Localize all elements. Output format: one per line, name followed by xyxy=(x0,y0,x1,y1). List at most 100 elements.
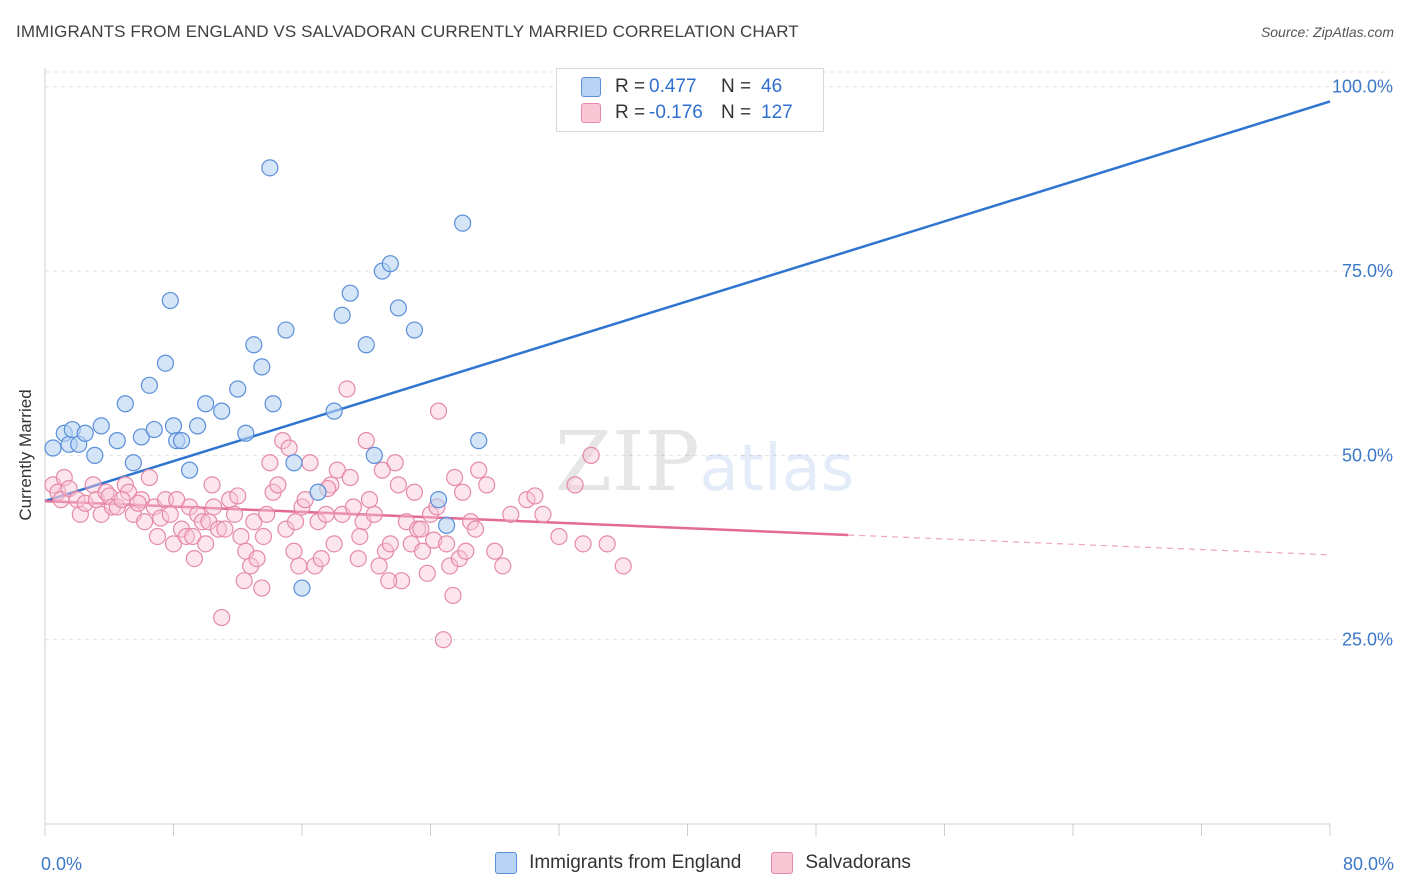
point-salvadorans xyxy=(381,535,399,553)
legend-n-value: 127 xyxy=(761,102,793,123)
point-salvadorans xyxy=(437,535,456,553)
point-england xyxy=(277,321,295,339)
point-salvadorans xyxy=(193,513,212,531)
point-salvadorans xyxy=(502,505,520,523)
point-salvadorans xyxy=(225,505,244,523)
point-england xyxy=(140,376,159,394)
point-salvadorans xyxy=(466,520,485,538)
point-salvadorans xyxy=(209,520,228,538)
point-salvadorans xyxy=(349,549,367,568)
legend-swatch-salvadorans xyxy=(771,852,794,874)
point-england xyxy=(333,306,351,324)
point-salvadorans xyxy=(550,527,568,546)
legend-item-england[interactable]: Immigrants from England xyxy=(495,852,741,874)
point-england xyxy=(365,446,383,464)
y-tick-label: 75.0% xyxy=(1342,261,1393,281)
point-salvadorans xyxy=(341,468,359,487)
point-salvadorans xyxy=(457,542,475,560)
legend-swatch-salvadorans xyxy=(581,103,601,123)
point-england xyxy=(213,402,231,420)
point-salvadorans xyxy=(235,572,253,590)
point-salvadorans xyxy=(412,520,430,538)
point-england xyxy=(161,291,179,310)
point-england xyxy=(293,579,311,597)
point-salvadorans xyxy=(216,520,234,538)
y-tick-label: 100.0% xyxy=(1332,77,1393,97)
point-salvadorans xyxy=(261,454,279,472)
point-salvadorans xyxy=(245,513,263,531)
point-england xyxy=(164,417,183,435)
point-salvadorans xyxy=(197,535,215,553)
point-salvadorans xyxy=(140,468,159,487)
point-england xyxy=(470,432,488,450)
point-salvadorans xyxy=(360,491,379,509)
point-salvadorans xyxy=(76,494,94,512)
point-salvadorans xyxy=(113,491,131,509)
point-salvadorans xyxy=(373,461,391,479)
point-england xyxy=(92,417,110,435)
point-salvadorans xyxy=(566,476,584,494)
point-salvadorans xyxy=(164,535,183,553)
point-salvadorans xyxy=(312,549,330,568)
y-tick-label: 50.0% xyxy=(1342,445,1393,465)
point-salvadorans xyxy=(434,631,452,649)
point-salvadorans xyxy=(389,476,407,494)
point-salvadorans xyxy=(203,476,221,494)
point-salvadorans xyxy=(317,505,335,523)
point-england xyxy=(357,336,375,354)
point-salvadorans xyxy=(454,483,472,501)
point-england xyxy=(261,159,279,177)
point-salvadorans xyxy=(365,505,383,523)
point-salvadorans xyxy=(269,476,287,494)
point-salvadorans xyxy=(392,572,411,590)
point-salvadorans xyxy=(518,491,536,509)
legend-n-label: N = xyxy=(721,76,752,97)
point-england xyxy=(325,402,343,420)
point-salvadorans xyxy=(280,439,298,457)
point-salvadorans xyxy=(184,527,202,546)
point-salvadorans xyxy=(582,446,600,464)
source-label: Source: ZipAtlas.com xyxy=(1260,24,1394,40)
point-salvadorans xyxy=(213,608,231,627)
point-salvadorans xyxy=(168,491,186,509)
point-salvadorans xyxy=(185,549,203,568)
stats-legend: R = 0.477 N = 46 R = -0.176 N = 127 xyxy=(556,68,824,132)
point-england xyxy=(429,491,448,509)
legend-row-salvadorans: R = -0.176 N = 127 xyxy=(581,101,793,125)
point-salvadorans xyxy=(357,432,375,450)
point-england xyxy=(116,395,134,413)
point-salvadorans xyxy=(470,461,488,479)
point-salvadorans xyxy=(55,468,73,487)
legend-swatch-england xyxy=(581,77,601,97)
legend-swatch-england xyxy=(495,852,518,874)
point-salvadorans xyxy=(351,527,369,546)
point-england xyxy=(237,424,255,442)
point-salvadorans xyxy=(325,535,343,553)
point-salvadorans xyxy=(486,542,504,560)
point-salvadorans xyxy=(232,527,250,546)
point-salvadorans xyxy=(526,487,544,505)
point-england xyxy=(188,417,207,435)
legend-label-salvadorans: Salvadorans xyxy=(805,852,911,873)
point-salvadorans xyxy=(296,491,314,509)
point-england xyxy=(108,432,126,450)
point-salvadorans xyxy=(290,557,308,575)
point-salvadorans xyxy=(405,483,424,501)
point-salvadorans xyxy=(425,531,443,549)
chart-title: IMMIGRANTS FROM ENGLAND VS SALVADORAN CU… xyxy=(16,22,799,41)
point-england xyxy=(405,321,424,339)
point-salvadorans xyxy=(598,535,616,553)
legend-item-salvadorans[interactable]: Salvadorans xyxy=(771,852,911,874)
watermark: ZIPatlas xyxy=(555,415,854,510)
legend-label-england: Immigrants from England xyxy=(529,852,742,873)
point-england xyxy=(86,446,104,464)
point-salvadorans xyxy=(338,380,356,398)
legend-r-label: R = xyxy=(615,76,646,97)
point-salvadorans xyxy=(413,542,432,560)
point-england xyxy=(145,420,163,439)
point-salvadorans xyxy=(248,549,266,568)
point-salvadorans xyxy=(152,509,170,527)
point-salvadorans xyxy=(258,505,276,523)
point-salvadorans xyxy=(205,498,223,516)
